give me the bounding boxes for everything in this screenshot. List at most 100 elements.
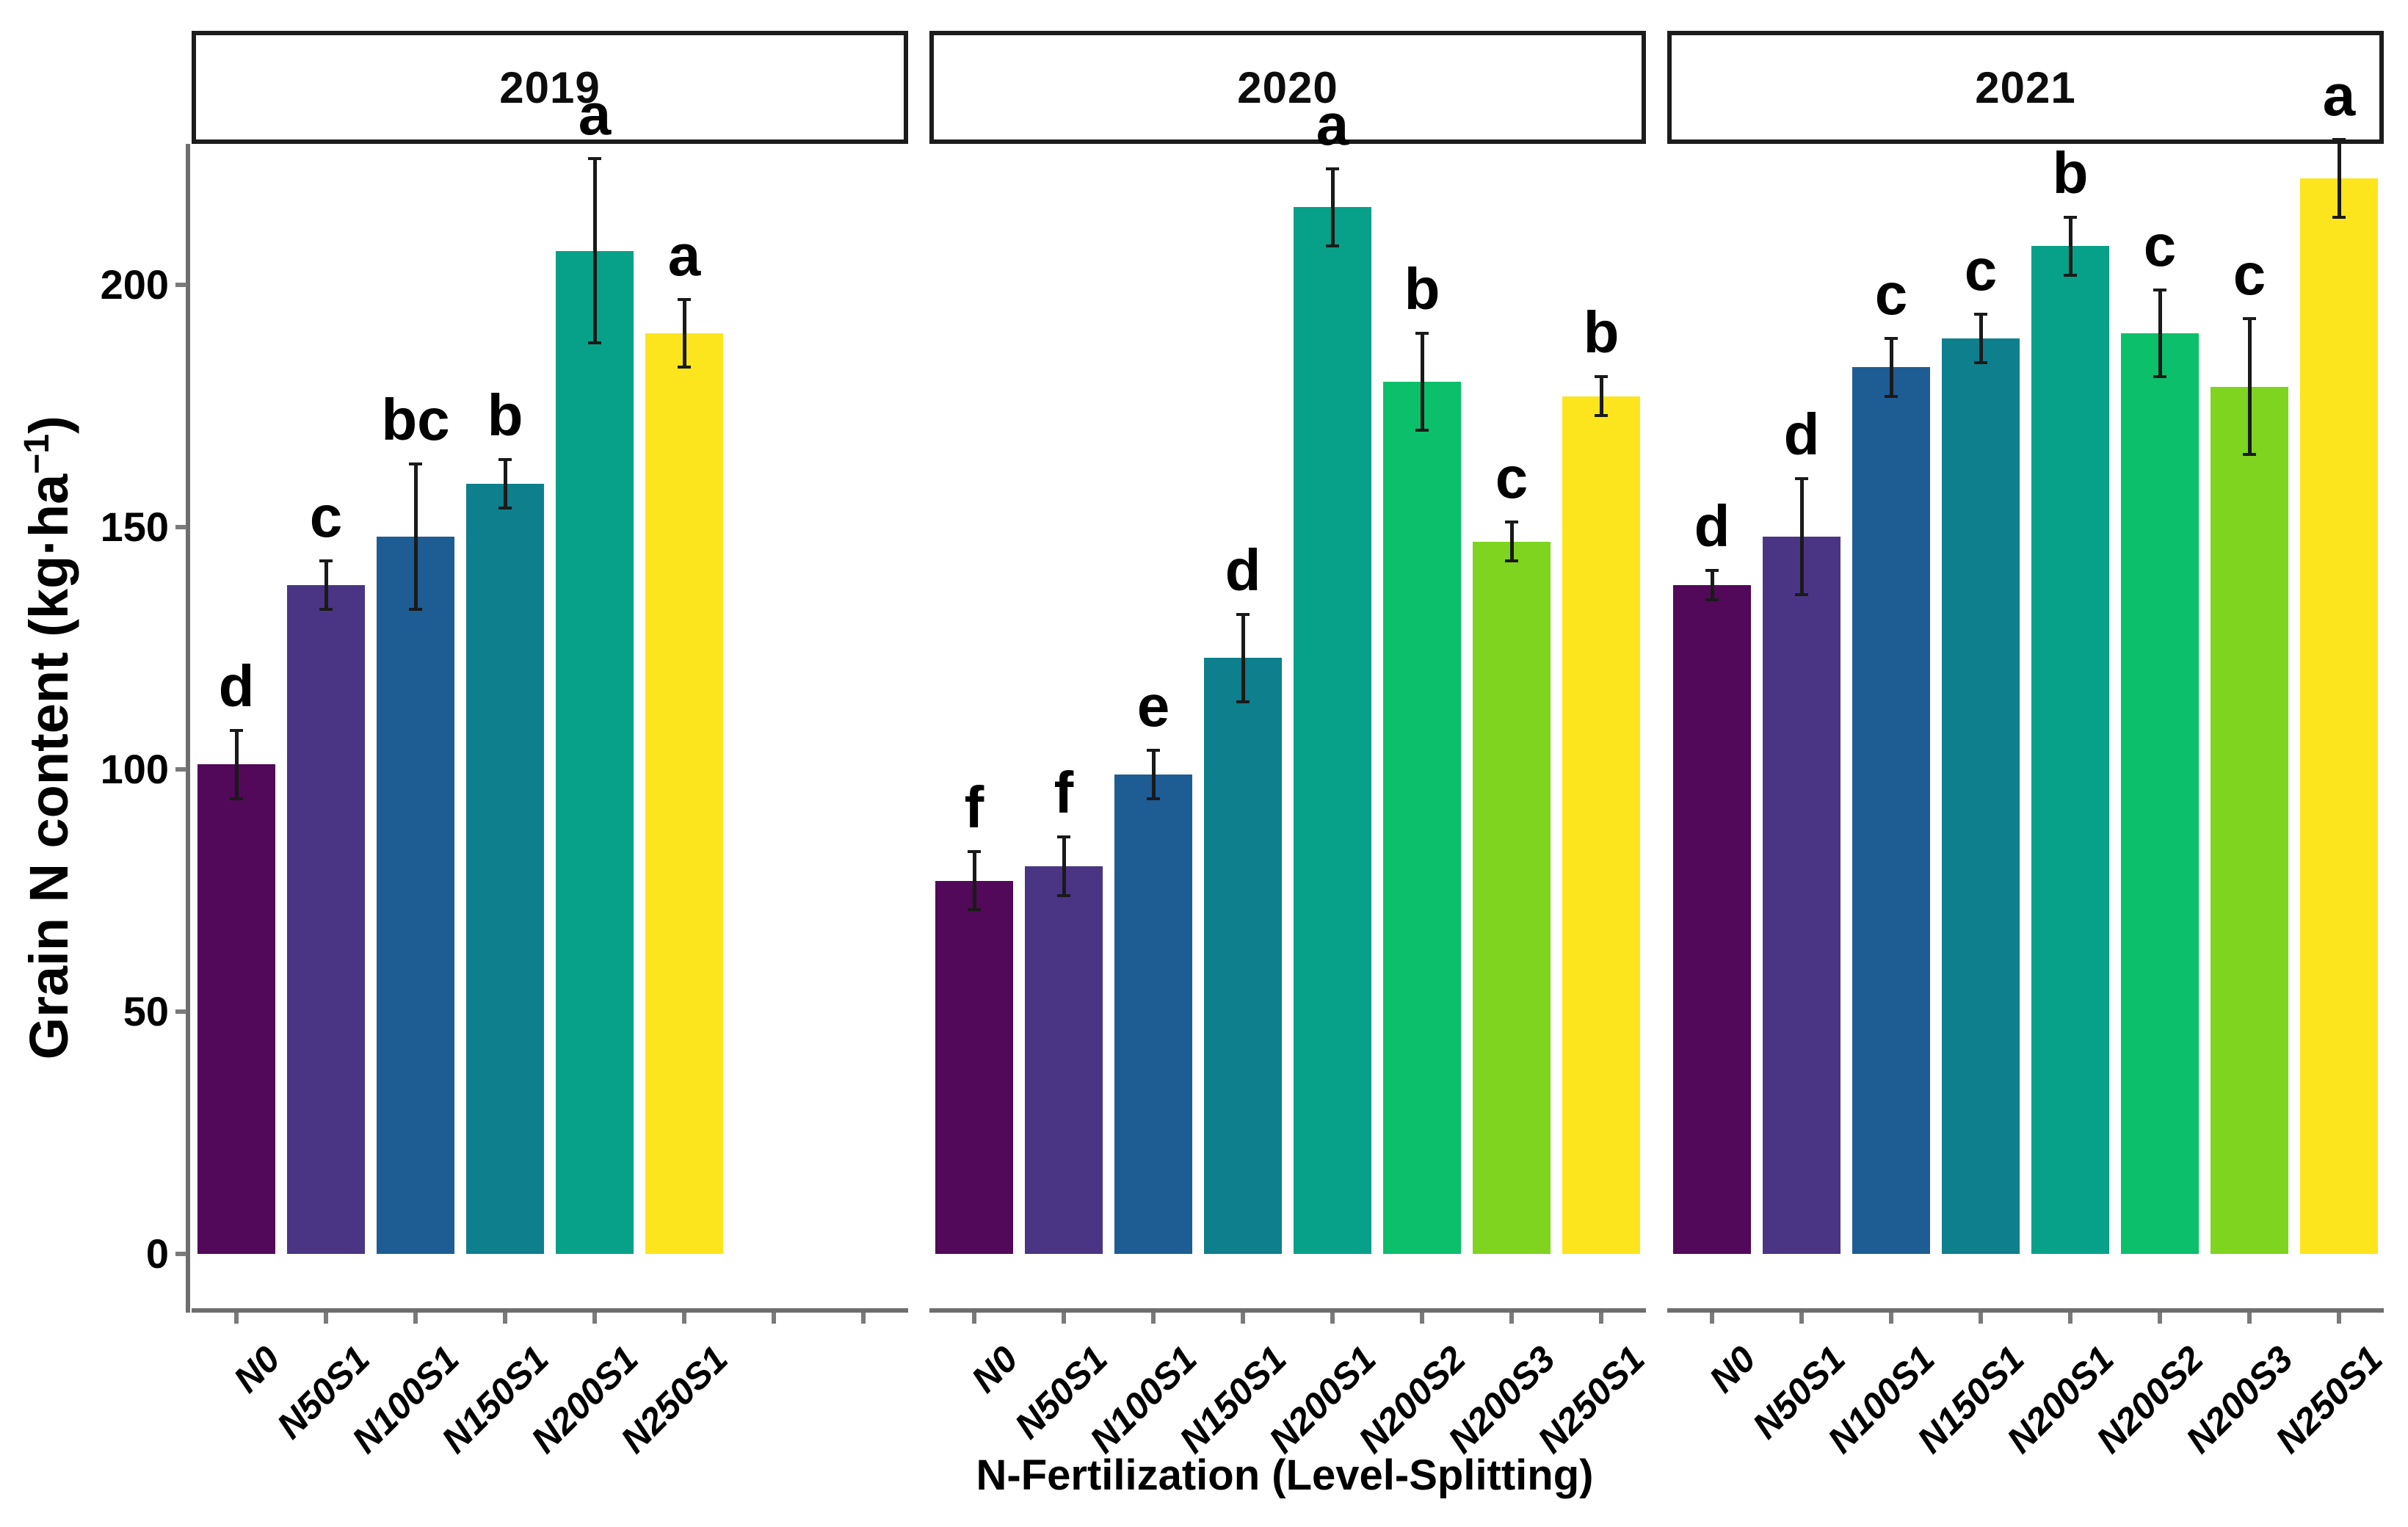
bar-2021-N200S1 bbox=[2031, 246, 2109, 1254]
error-bar-cap-bottom bbox=[1705, 598, 1719, 601]
significance-letter-2020-N200S1: a bbox=[1316, 91, 1349, 157]
bar-2019-N0 bbox=[197, 764, 275, 1254]
x-axis-tick bbox=[772, 1313, 776, 1324]
y-axis-tick bbox=[175, 283, 186, 287]
bar-2020-N50S1 bbox=[1025, 866, 1103, 1254]
error-bar-cap-bottom bbox=[1795, 593, 1808, 597]
error-bar-cap-top bbox=[1236, 612, 1250, 616]
x-axis-tick bbox=[1151, 1313, 1156, 1324]
error-bar-2021-N0 bbox=[1711, 570, 1714, 600]
bar-2020-N150S1 bbox=[1204, 658, 1282, 1254]
significance-letter-2021-N0: d bbox=[1694, 493, 1730, 559]
x-axis-tick bbox=[1599, 1313, 1603, 1324]
error-bar-2020-N0 bbox=[973, 852, 976, 910]
error-bar-cap-top bbox=[1705, 569, 1719, 573]
error-bar-cap-top bbox=[1595, 375, 1608, 379]
error-bar-cap-top bbox=[1057, 835, 1070, 839]
error-bar-2020-N200S3 bbox=[1510, 522, 1514, 562]
significance-letter-2019-N100S1: bc bbox=[381, 387, 450, 453]
bar-2020-N200S1 bbox=[1294, 207, 1371, 1254]
error-bar-cap-top bbox=[409, 463, 422, 466]
error-bar-2021-N100S1 bbox=[1890, 338, 1893, 396]
y-axis-tick-label: 50 bbox=[123, 988, 169, 1034]
significance-letter-2020-N250S1: b bbox=[1583, 300, 1620, 366]
x-axis-tick bbox=[2337, 1313, 2341, 1324]
error-bar-cap-bottom bbox=[1147, 797, 1160, 800]
error-bar-cap-bottom bbox=[498, 506, 512, 509]
error-bar-cap-bottom bbox=[2243, 453, 2256, 456]
error-bar-2020-N250S1 bbox=[1600, 377, 1603, 416]
x-axis-tick bbox=[1710, 1313, 1714, 1324]
significance-letter-2019-N150S1: b bbox=[487, 382, 523, 448]
error-bar-cap-bottom bbox=[1326, 244, 1339, 248]
error-bar-cap-bottom bbox=[409, 608, 422, 612]
significance-letter-2020-N50S1: f bbox=[1054, 760, 1074, 826]
error-bar-cap-bottom bbox=[2153, 375, 2166, 379]
error-bar-2020-N200S2 bbox=[1421, 333, 1424, 430]
x-axis-tick bbox=[2158, 1313, 2162, 1324]
x-axis-tick bbox=[1799, 1313, 1804, 1324]
error-bar-2019-N100S1 bbox=[414, 464, 418, 610]
x-axis-tick bbox=[234, 1313, 239, 1324]
error-bar-2019-N150S1 bbox=[504, 459, 507, 508]
error-bar-cap-top bbox=[2153, 288, 2166, 291]
facet-strip-2021: 2021 bbox=[1667, 31, 2384, 144]
y-axis-title-close-paren: ) bbox=[18, 416, 79, 434]
significance-letter-2021-N100S1: c bbox=[1874, 261, 1908, 327]
x-axis-tick bbox=[972, 1313, 976, 1324]
error-bar-2019-N0 bbox=[235, 730, 239, 799]
x-tick-label-2019-N0: N0 bbox=[225, 1338, 289, 1401]
x-axis-tick bbox=[1330, 1313, 1335, 1324]
error-bar-cap-top bbox=[1795, 477, 1808, 480]
error-bar-cap-bottom bbox=[588, 341, 601, 345]
error-bar-cap-bottom bbox=[1236, 700, 1250, 703]
x-axis-tick bbox=[861, 1313, 866, 1324]
y-axis-title-superscript: −1 bbox=[18, 433, 57, 474]
x-axis-tick bbox=[324, 1313, 328, 1324]
significance-letter-2019-N50S1: c bbox=[309, 484, 343, 550]
error-bar-cap-top bbox=[1974, 312, 1987, 316]
bar-2020-N250S1 bbox=[1562, 396, 1640, 1254]
y-axis-tick bbox=[175, 1009, 186, 1014]
bar-2020-N200S2 bbox=[1383, 382, 1461, 1254]
error-bar-cap-top bbox=[230, 729, 243, 733]
error-bar-cap-top bbox=[1326, 167, 1339, 170]
y-axis-tick bbox=[175, 767, 186, 772]
error-bar-cap-top bbox=[968, 850, 981, 854]
y-axis-tick bbox=[175, 1252, 186, 1256]
error-bar-2019-N200S1 bbox=[593, 159, 597, 344]
error-bar-cap-bottom bbox=[1885, 394, 1898, 398]
error-bar-cap-bottom bbox=[2332, 215, 2346, 219]
error-bar-2020-N100S1 bbox=[1152, 750, 1156, 799]
error-bar-2019-N50S1 bbox=[324, 561, 328, 610]
x-tick-label-2020-N0: N0 bbox=[963, 1338, 1026, 1401]
x-axis-tick bbox=[1420, 1313, 1424, 1324]
bar-2020-N200S3 bbox=[1473, 541, 1551, 1254]
bar-2021-N0 bbox=[1673, 585, 1751, 1254]
error-bar-cap-bottom bbox=[319, 608, 333, 612]
error-bar-cap-top bbox=[678, 297, 691, 301]
significance-letter-2021-N200S2: c bbox=[2143, 212, 2177, 278]
x-axis-tick bbox=[1889, 1313, 1893, 1324]
error-bar-cap-bottom bbox=[230, 797, 243, 800]
y-axis-tick-label: 0 bbox=[145, 1230, 169, 1277]
y-axis-line bbox=[186, 144, 190, 1313]
error-bar-cap-top bbox=[2332, 138, 2346, 141]
y-axis-tick-label: 150 bbox=[100, 504, 169, 550]
significance-letter-2019-N0: d bbox=[218, 653, 255, 719]
bar-2021-N100S1 bbox=[1852, 367, 1930, 1254]
bar-2021-N200S3 bbox=[2211, 386, 2288, 1254]
error-bar-cap-bottom bbox=[1595, 414, 1608, 418]
error-bar-cap-bottom bbox=[1505, 559, 1518, 563]
error-bar-cap-top bbox=[2064, 215, 2077, 219]
error-bar-cap-top bbox=[1415, 332, 1429, 335]
significance-letter-2020-N200S2: b bbox=[1404, 256, 1440, 322]
significance-letter-2021-N250S1: a bbox=[2322, 62, 2356, 128]
error-bar-2021-N200S1 bbox=[2069, 217, 2072, 275]
error-bar-cap-top bbox=[498, 457, 512, 461]
error-bar-2020-N200S1 bbox=[1331, 168, 1335, 247]
x-axis-tick bbox=[1979, 1313, 1983, 1324]
x-axis-tick bbox=[2068, 1313, 2072, 1324]
significance-letter-2021-N150S1: c bbox=[1964, 236, 1998, 302]
